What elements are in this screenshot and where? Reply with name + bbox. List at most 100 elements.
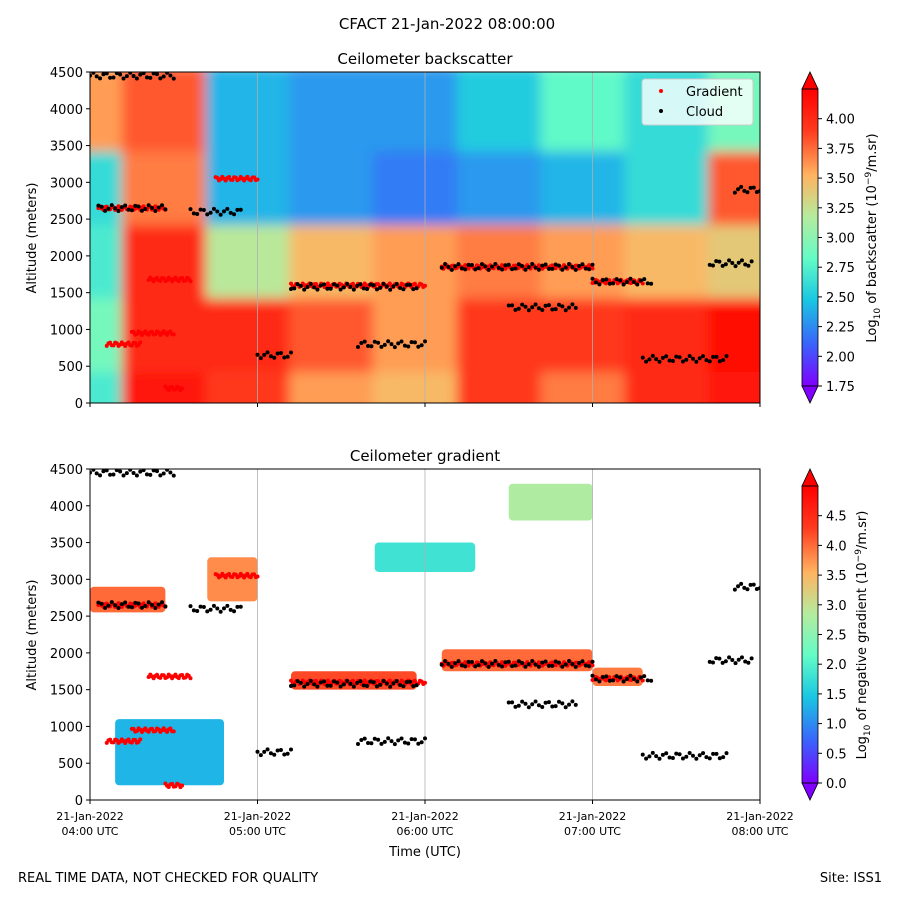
cloud-point — [621, 282, 626, 287]
cloud-point — [116, 208, 121, 213]
cloud-point — [720, 263, 725, 268]
cloud-point — [128, 72, 133, 75]
colorbar-tick-label: 3.50 — [826, 172, 855, 187]
cloud-point — [677, 355, 682, 360]
colorbar-tick-label: 3.00 — [826, 232, 855, 247]
cloud-point — [151, 469, 156, 473]
cloud-point — [272, 752, 277, 757]
cloud-point — [99, 601, 104, 606]
cloud-point — [118, 469, 123, 474]
y-tick-label: 4000 — [50, 103, 83, 118]
cloud-point — [604, 277, 609, 282]
cloud-point — [371, 283, 376, 288]
cloud-point — [748, 185, 753, 190]
legend-cloud-label: Cloud — [686, 105, 723, 120]
cloud-point — [156, 205, 161, 210]
cloud-point — [486, 267, 491, 272]
cloud-point — [546, 700, 551, 705]
cloud-point — [593, 677, 598, 682]
cloud-point — [704, 755, 709, 760]
cloud-point — [268, 354, 273, 359]
y-tick-label: 2500 — [50, 213, 83, 228]
cloud-point — [388, 684, 393, 689]
cloud-point — [526, 662, 531, 667]
cloud-point — [155, 72, 159, 77]
cloud-point — [365, 684, 370, 689]
cloud-point — [638, 278, 643, 283]
cloud-point — [580, 659, 585, 664]
cloud-point — [91, 469, 96, 472]
gradient-point — [180, 386, 185, 391]
cloud-point — [98, 76, 103, 81]
cloud-point — [302, 684, 307, 689]
cloud-point — [106, 206, 111, 211]
cloud-point — [543, 659, 548, 664]
gradient-colorbar: 0.0 0.5 1.0 1.5 2.0 2.5 3.0 3.5 4.0 4.5 Log10 of … — [801, 468, 873, 801]
cloud-point — [361, 286, 366, 291]
cloud-point — [401, 287, 406, 292]
cloud-point — [129, 208, 134, 213]
cloud-point — [345, 281, 350, 286]
cloud-point — [289, 350, 293, 355]
cloud-point — [628, 673, 633, 678]
cloud-point — [99, 204, 104, 209]
cloud-point — [523, 304, 528, 309]
cloud-point — [258, 356, 263, 361]
cloud-point — [500, 267, 505, 272]
cloud-point — [739, 581, 744, 586]
cloud-point — [302, 287, 307, 292]
cloud-point — [368, 679, 373, 684]
cloud-point — [163, 604, 168, 609]
cloud-point — [520, 263, 525, 268]
cloud-point — [513, 704, 518, 709]
cloud-point — [638, 675, 643, 680]
cloud-point — [322, 679, 327, 684]
cloud-point — [640, 355, 645, 360]
cloud-point — [412, 340, 417, 345]
cloud-point — [583, 663, 588, 668]
backscatter-title: Ceilometer backscatter — [337, 50, 513, 68]
cloud-point — [754, 587, 759, 592]
cloud-point — [560, 304, 565, 309]
cloud-point — [325, 286, 330, 291]
cloud-point — [657, 359, 662, 364]
cloud-point — [359, 340, 364, 345]
cloud-point — [453, 661, 458, 666]
cloud-point — [404, 679, 409, 684]
cloud-point — [493, 659, 498, 664]
cloud-point — [536, 703, 541, 708]
cloud-point — [533, 662, 538, 667]
x-tick-label-time: 05:00 UTC — [229, 825, 286, 838]
cloud-point — [631, 280, 636, 285]
x-tick-label-date: 21-Jan-2022 — [391, 810, 459, 823]
cloud-point — [165, 469, 170, 472]
colorbar-tick-label: 4.5 — [826, 510, 847, 525]
cloud-point — [530, 261, 535, 266]
colorbar-tick-label: 2.5 — [826, 629, 847, 644]
cloud-point — [533, 302, 538, 307]
cloud-point — [106, 603, 111, 608]
backscatter-colorbar-bar — [802, 89, 818, 386]
y-tick-label: 4000 — [50, 500, 83, 515]
cloud-point — [401, 684, 406, 689]
cloud-point — [255, 352, 260, 357]
cloud-point — [416, 741, 421, 746]
x-tick-label-time: 04:00 UTC — [61, 825, 118, 838]
cloud-point — [736, 584, 741, 589]
cloud-point — [409, 340, 414, 345]
cloud-point — [238, 207, 243, 212]
cloud-point — [506, 700, 511, 705]
cloud-point — [396, 341, 401, 346]
cloud-point — [526, 705, 531, 710]
cloud-point — [391, 284, 396, 289]
cloud-point — [557, 660, 561, 665]
cloud-point — [238, 604, 243, 609]
legend-gradient-label: Gradient — [686, 85, 743, 100]
backscatter-x-ticks — [89, 403, 761, 407]
gradient-point — [255, 574, 260, 579]
cloud-point — [381, 678, 386, 683]
cloud-point — [318, 680, 323, 685]
cloud-point — [118, 72, 123, 77]
cloud-point — [546, 303, 551, 308]
cloud-point — [265, 747, 270, 752]
